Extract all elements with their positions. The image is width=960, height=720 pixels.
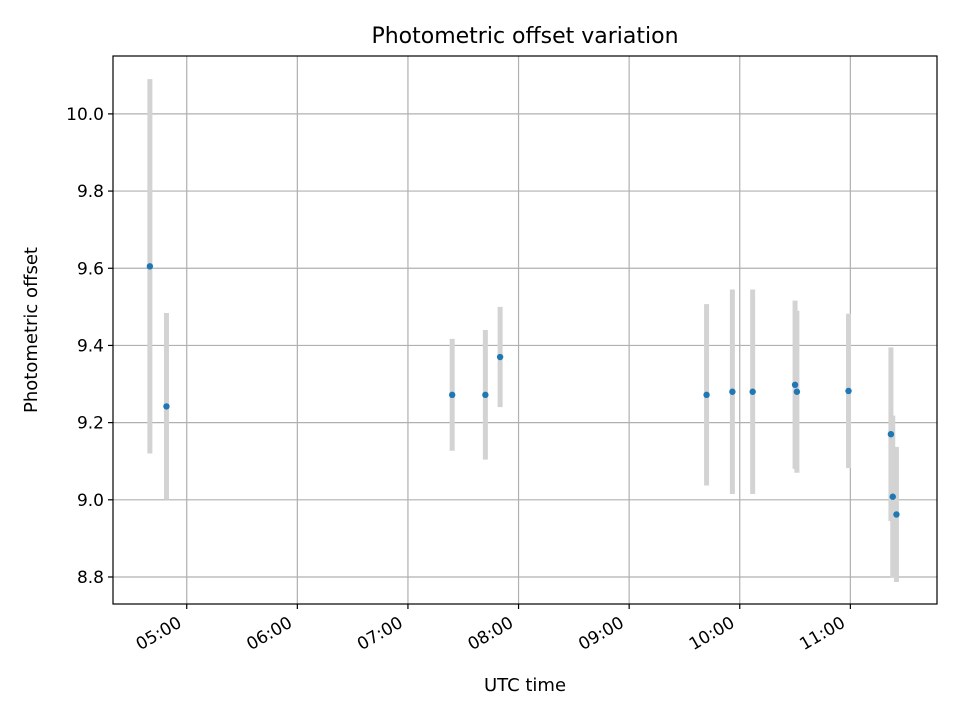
y-tick-label: 8.8 — [77, 568, 104, 588]
y-tick-label: 9.2 — [77, 414, 104, 434]
data-points — [146, 263, 900, 518]
data-point — [448, 391, 456, 399]
data-point — [889, 493, 896, 500]
data-point — [496, 353, 504, 361]
data-point — [482, 391, 489, 399]
y-tick-label: 9.6 — [77, 259, 104, 279]
y-axis-ticks: 8.8 9.0 9.2 9.4 9.6 9.8 10.0 — [66, 105, 113, 588]
data-point — [893, 511, 900, 518]
y-tick-label: 9.8 — [77, 182, 104, 202]
data-point — [845, 387, 852, 395]
axes-frame — [112, 55, 938, 605]
data-point — [163, 403, 170, 410]
y-tick-label: 10.0 — [66, 105, 104, 125]
data-point — [791, 381, 799, 388]
data-point — [793, 388, 801, 395]
y-axis-label: Photometric offset — [21, 247, 42, 413]
y-tick-label: 9.0 — [77, 491, 104, 511]
grid — [113, 56, 937, 604]
chart-title: Photometric offset variation — [371, 24, 678, 49]
data-point — [729, 388, 736, 395]
data-point — [703, 391, 710, 399]
data-point — [749, 388, 756, 395]
data-point — [887, 430, 895, 438]
y-tick-label: 9.4 — [77, 336, 104, 356]
plot-area — [112, 55, 938, 605]
data-point — [146, 263, 154, 270]
x-axis-label: UTC time — [484, 675, 566, 696]
axes-background — [113, 56, 937, 604]
